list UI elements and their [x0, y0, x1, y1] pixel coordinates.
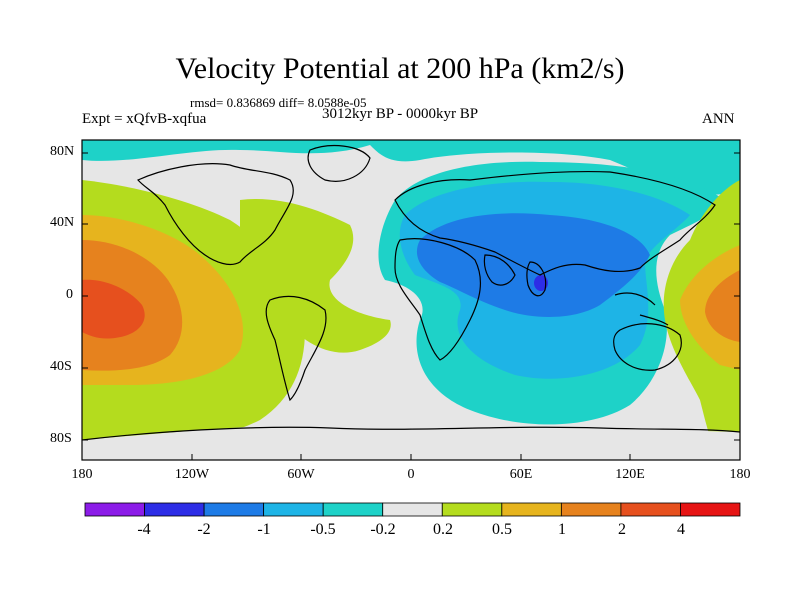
colorbar-label: 0.5 [492, 521, 512, 538]
colorbar-box [263, 502, 324, 517]
stats-text: rmsd= 0.836869 diff= 8.0588e-05 [190, 95, 367, 110]
colorbar-label: 4 [677, 521, 685, 538]
colorbar-box [84, 502, 145, 517]
lon-label-180-east: 180 [729, 467, 751, 482]
positive-region-red [82, 279, 145, 339]
lat-label-40n: 40N [50, 215, 75, 230]
lat-label-80s: 80S [50, 431, 72, 446]
lon-label-0: 0 [407, 467, 415, 482]
map-title: Velocity Potential at 200 hPa (km2/s) [175, 52, 625, 85]
period-label: 3012kyr BP - 0000kyr BP [322, 106, 479, 122]
colorbar-label: 0.2 [433, 521, 453, 538]
colorbar-label: 1 [558, 521, 566, 538]
colorbar-box [501, 502, 562, 517]
colorbar-box [560, 502, 622, 517]
colorbar-label: -0.2 [370, 521, 396, 538]
lon-label-60w: 60W [287, 467, 315, 482]
neutral-band-south [82, 423, 740, 460]
lon-label-60e: 60E [509, 467, 533, 482]
lat-label-0: 0 [66, 287, 73, 302]
map-field [82, 140, 740, 460]
lon-label-180-west: 180 [71, 467, 93, 482]
negative-region-north [82, 140, 740, 195]
colorbar-label: -0.5 [310, 521, 336, 538]
experiment-label: Expt = xQfvB-xqfua [82, 111, 207, 127]
colorbar-box [322, 502, 384, 517]
axis-ticks [81, 152, 741, 460]
colorbar [84, 502, 741, 517]
colorbar-label: -4 [137, 521, 151, 538]
lat-label-40s: 40S [50, 359, 72, 374]
colorbar-label: 2 [618, 521, 626, 538]
negative-region-blue [416, 213, 650, 317]
negative-core [534, 275, 548, 291]
colorbar-box [382, 502, 443, 517]
lon-label-120w: 120W [174, 467, 210, 482]
colorbar-box [620, 502, 681, 517]
colorbar-box [680, 502, 741, 517]
colorbar-label: -2 [197, 521, 211, 538]
colorbar-box [144, 502, 205, 517]
season-label: ANN [702, 111, 735, 127]
colorbar-label: -1 [257, 521, 271, 538]
colorbar-box [441, 502, 503, 517]
colorbar-box [203, 502, 265, 517]
positive-region-green-atlantic [240, 199, 391, 353]
positive-region-orange-east [705, 270, 740, 342]
lat-label-80n: 80N [50, 144, 75, 159]
lon-label-120e: 120E [615, 467, 645, 482]
coastlines [82, 145, 740, 441]
